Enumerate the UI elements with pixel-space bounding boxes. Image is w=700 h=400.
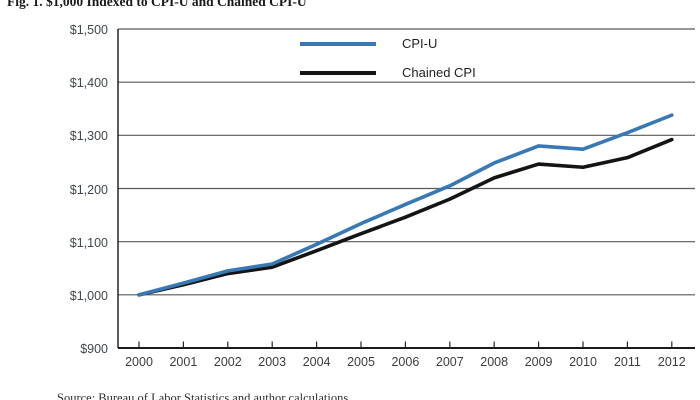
y-tick-label-1100: $1,100 bbox=[69, 235, 108, 250]
gridlines bbox=[118, 28, 695, 296]
y-tick-label-1300: $1,300 bbox=[69, 129, 108, 144]
legend-item-cpi-u: CPI-U bbox=[300, 36, 437, 51]
x-tick-label-2007: 2007 bbox=[435, 355, 464, 369]
x-tick-label-2000: 2000 bbox=[125, 355, 153, 369]
chained-cpi-line bbox=[137, 137, 674, 297]
cpi-u-legend-label: CPI-U bbox=[402, 36, 438, 51]
y-tick-label-900: $900 bbox=[80, 342, 108, 356]
x-axis-ticks bbox=[138, 341, 673, 348]
y-tick-label-1000: $1,000 bbox=[69, 288, 108, 303]
y-tick-label-1500: $1,500 bbox=[69, 23, 108, 37]
source-note: Source: Bureau of Labor Statistics and a… bbox=[57, 391, 349, 400]
chained-cpi-legend-swatch bbox=[300, 70, 376, 75]
x-tick-label-2006: 2006 bbox=[391, 355, 420, 369]
x-tick-label-2008: 2008 bbox=[480, 355, 509, 369]
x-tick-label-2005: 2005 bbox=[347, 355, 375, 369]
y-tick-label-1400: $1,400 bbox=[69, 76, 108, 91]
x-tick-label-2012: 2012 bbox=[657, 355, 686, 369]
x-tick-label-2010: 2010 bbox=[569, 355, 597, 369]
cpi-u-line bbox=[137, 113, 674, 297]
axes bbox=[117, 29, 695, 349]
figure-title: Fig. 1. $1,000 Indexed to CPI-U and Chai… bbox=[7, 0, 307, 9]
x-tick-label-2002: 2002 bbox=[213, 355, 242, 369]
x-tick-label-2004: 2004 bbox=[302, 355, 331, 369]
x-tick-label-2009: 2009 bbox=[524, 355, 553, 369]
y-tick-label-1200: $1,200 bbox=[69, 182, 108, 197]
x-tick-label-2003: 2003 bbox=[258, 355, 287, 369]
legend-item-chained-cpi: Chained CPI bbox=[300, 65, 476, 80]
chained-cpi-legend-label: Chained CPI bbox=[402, 65, 476, 80]
x-tick-label-2011: 2011 bbox=[613, 355, 641, 369]
cpi-u-legend-swatch bbox=[300, 41, 376, 46]
x-tick-label-2001: 2001 bbox=[169, 355, 198, 369]
series-lines bbox=[137, 113, 674, 297]
